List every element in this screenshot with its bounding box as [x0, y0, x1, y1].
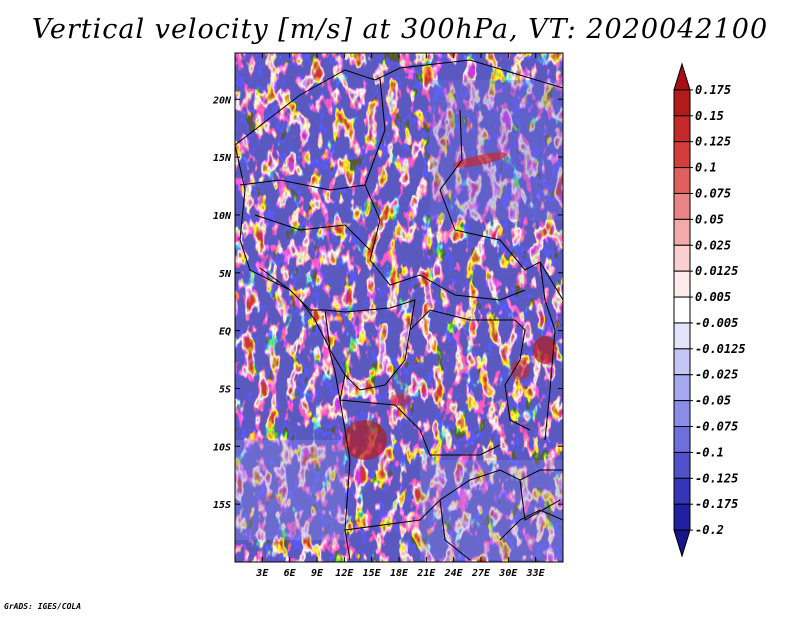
colorbar-swatch [673, 270, 691, 298]
colorbar-label: -0.125 [695, 471, 738, 485]
axis-ticks: 3E 6E 9E 12E 15E 18E 21E 24E 27E 30E 33E 20N 15N 10N 5… [212, 53, 563, 579]
colorbar-swatch [673, 115, 691, 143]
colorbar-swatch [673, 451, 691, 479]
lon-tick-label: 33E [526, 568, 546, 579]
colorbar-swatch [673, 296, 691, 324]
lon-tick-label: 27E [471, 568, 491, 579]
colorbar-label: 0.005 [695, 290, 731, 304]
lat-tick-label: EQ [219, 327, 231, 338]
lat-tick-label: 10N [213, 211, 232, 222]
colorbar-label: 0.0125 [695, 264, 738, 278]
colorbar-swatch [673, 218, 691, 246]
colorbar-swatch [673, 141, 691, 169]
lat-tick-label: 5N [219, 269, 232, 280]
colorbar-label: 0.05 [695, 212, 724, 226]
lon-tick-label: 3E [255, 568, 269, 579]
lon-tick-label: 21E [416, 568, 436, 579]
colorbar-label: 0.025 [695, 238, 731, 252]
grads-credit: GrADS: IGES/COLA [4, 602, 82, 611]
colorbar-label: -0.075 [695, 420, 738, 434]
lat-tick-label: 15S [213, 500, 231, 511]
lat-tick-label: 15N [213, 153, 232, 164]
colorbar-label: -0.1 [695, 445, 724, 459]
colorbar-label: 0.1 [695, 161, 717, 175]
colorbar: 0.175 0.15 0.125 0.1 0.075 0.05 0.025 0.0125 0.0… [673, 62, 746, 558]
vertical-velocity-field [235, 53, 563, 562]
lat-tick-label: 20N [212, 95, 232, 106]
lat-tick-label: 10S [213, 442, 231, 453]
colorbar-label: -0.005 [695, 316, 738, 330]
colorbar-label: -0.2 [695, 523, 724, 537]
colorbar-label: -0.0125 [695, 342, 746, 356]
colorbar-label: 0.125 [695, 135, 731, 149]
lon-tick-label: 9E [311, 568, 324, 579]
colorbar-swatch [673, 62, 691, 91]
colorbar-label: 0.075 [695, 186, 731, 200]
colorbar-swatch [673, 400, 691, 428]
lat-tick-label: 5S [219, 384, 231, 395]
lon-tick-label: 30E [498, 568, 518, 579]
lon-tick-label: 6E [284, 568, 297, 579]
colorbar-swatch [673, 244, 691, 272]
colorbar-swatch [673, 426, 691, 453]
colorbar-swatch [673, 322, 691, 350]
colorbar-swatch [673, 503, 691, 531]
colorbar-label: 0.175 [695, 83, 731, 97]
chart-title: Vertical velocity [m/s] at 300hPa, VT: 2… [31, 14, 769, 45]
colorbar-swatch [673, 477, 691, 505]
colorbar-swatch [673, 89, 691, 117]
colorbar-label: -0.175 [695, 497, 738, 511]
colorbar-swatch [673, 192, 691, 220]
lon-tick-label: 18E [390, 568, 409, 579]
lon-tick-label: 12E [335, 568, 354, 579]
colorbar-label: -0.025 [695, 368, 738, 382]
colorbar-swatch [673, 348, 691, 376]
colorbar-swatch [673, 529, 691, 558]
colorbar-label: 0.15 [695, 109, 724, 123]
colorbar-label: -0.05 [695, 394, 731, 408]
lon-tick-label: 15E [363, 568, 382, 579]
country-borders [235, 59, 563, 561]
lon-tick-label: 24E [444, 568, 464, 579]
colorbar-swatch [673, 374, 691, 402]
colorbar-swatch [673, 167, 691, 194]
